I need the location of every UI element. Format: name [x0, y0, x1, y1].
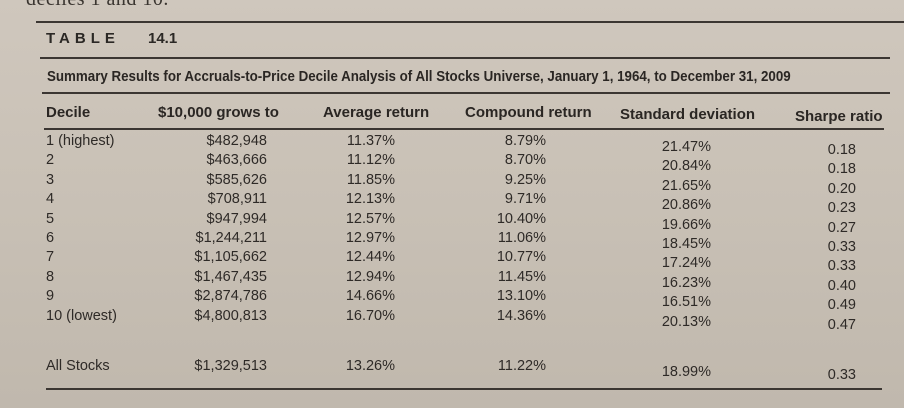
cell-comp-return: 13.10%	[496, 288, 546, 305]
cell-grows-to: $2,874,786	[194, 288, 267, 305]
cell-decile: 8	[46, 268, 55, 285]
cell-std-dev: 18.45%	[661, 236, 711, 252]
cell-std-dev: 21.65%	[661, 177, 711, 194]
cell-sharpe: 0.40	[827, 277, 856, 294]
col-header-decile: Decile	[46, 104, 91, 121]
cell-avg-return: 13.26%	[345, 358, 395, 374]
cell-grows-to: $463,666	[206, 152, 267, 169]
cell-comp-return: 11.22%	[497, 358, 546, 374]
table-label: TABLE	[46, 30, 120, 47]
cell-decile: 10 (lowest)	[46, 307, 117, 324]
cell-std-dev: 21.47%	[661, 139, 711, 155]
cell-comp-return: 10.77%	[496, 249, 546, 266]
cell-std-dev: 20.13%	[661, 313, 711, 330]
cell-grows-to: $1,329,513	[194, 358, 267, 374]
cell-grows-to: $1,244,211	[195, 230, 268, 246]
col-header-compound-return: Compound return	[465, 104, 592, 121]
cell-decile: 1 (highest)	[46, 133, 115, 149]
cell-sharpe: 0.49	[827, 297, 856, 314]
cell-sharpe: 0.18	[827, 161, 856, 178]
cell-comp-return: 14.36%	[496, 307, 546, 324]
col-header-grows-to: $10,000 grows to	[158, 104, 279, 121]
cell-grows-to: $585,626	[206, 171, 267, 188]
cell-avg-return: 12.13%	[345, 191, 395, 208]
cell-decile: 4	[46, 191, 55, 208]
cell-avg-return: 12.94%	[345, 268, 395, 285]
cell-comp-return: 9.25%	[504, 171, 546, 188]
col-header-average-return: Average return	[323, 104, 430, 121]
cell-std-dev: 16.51%	[661, 294, 711, 311]
cell-comp-return: 11.45%	[497, 268, 546, 285]
cell-sharpe: 0.23	[827, 200, 856, 217]
cell-sharpe: 0.18	[827, 142, 856, 158]
cell-comp-return: 8.79%	[504, 133, 546, 149]
cell-sharpe: 0.33	[827, 258, 856, 275]
col-header-sharpe-ratio: Sharpe ratio	[795, 108, 883, 125]
cell-comp-return: 9.71%	[504, 191, 546, 208]
cell-decile: 7	[46, 249, 55, 266]
cell-std-dev: 17.24%	[661, 255, 711, 272]
cell-sharpe: 0.33	[827, 367, 856, 383]
cell-decile: All Stocks	[46, 358, 110, 374]
cell-sharpe: 0.33	[827, 239, 856, 255]
table-caption: Summary Results for Accruals-to-Price De…	[47, 69, 791, 85]
cell-comp-return: 10.40%	[496, 210, 546, 227]
cell-sharpe: 0.20	[827, 180, 856, 197]
cell-grows-to: $1,467,435	[194, 268, 267, 285]
cell-avg-return: 12.57%	[345, 210, 395, 227]
cell-grows-to: $947,994	[206, 210, 267, 227]
cell-avg-return: 11.37%	[346, 133, 395, 149]
cell-grows-to: $4,800,813	[194, 307, 267, 324]
cell-grows-to: $482,948	[206, 133, 267, 149]
top-rule	[36, 21, 904, 23]
cell-avg-return: 12.44%	[345, 249, 395, 266]
cell-comp-return: 8.70%	[504, 152, 546, 169]
cell-std-dev: 18.99%	[661, 364, 711, 380]
cell-std-dev: 20.84%	[661, 158, 711, 175]
cell-avg-return: 12.97%	[345, 230, 395, 246]
cell-grows-to: $1,105,662	[194, 249, 267, 266]
cell-decile: 2	[46, 152, 55, 169]
header-bottom-rule	[44, 128, 884, 130]
cell-decile: 6	[46, 230, 55, 246]
col-header-standard-deviation: Standard deviation	[620, 106, 756, 123]
cell-grows-to: $708,911	[207, 191, 267, 208]
cell-avg-return: 11.12%	[346, 152, 395, 169]
cell-avg-return: 14.66%	[345, 288, 395, 305]
cell-decile: 5	[46, 210, 55, 227]
cell-decile: 9	[46, 288, 55, 305]
caption-top-rule	[40, 57, 890, 59]
header-top-rule	[42, 92, 890, 94]
cell-decile: 3	[46, 171, 55, 188]
bottom-rule	[46, 388, 882, 390]
cell-avg-return: 11.85%	[346, 171, 395, 188]
cell-sharpe: 0.47	[827, 316, 856, 333]
cell-std-dev: 16.23%	[661, 274, 711, 291]
cell-std-dev: 20.86%	[661, 197, 711, 214]
cell-sharpe: 0.27	[827, 219, 856, 236]
cell-std-dev: 19.66%	[661, 216, 711, 233]
previous-text-fragment: deciles 1 and 10.	[26, 0, 169, 11]
cell-avg-return: 16.70%	[345, 307, 395, 324]
table-number: 14.1	[148, 30, 178, 47]
cell-comp-return: 11.06%	[497, 230, 546, 246]
